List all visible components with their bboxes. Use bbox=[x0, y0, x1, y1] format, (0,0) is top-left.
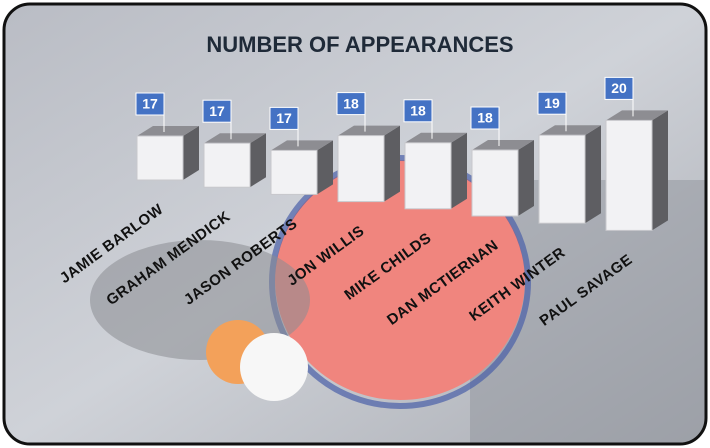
bar-side bbox=[451, 133, 467, 209]
value-label: 20 bbox=[611, 80, 627, 96]
bar bbox=[271, 150, 317, 194]
value-label: 17 bbox=[142, 96, 158, 112]
page: {"chart_data": {"type": "bar3d", "title"… bbox=[0, 0, 710, 448]
bar bbox=[539, 135, 585, 223]
value-label: 19 bbox=[544, 95, 560, 111]
value-label: 18 bbox=[410, 103, 426, 119]
bar-side bbox=[518, 140, 534, 216]
bar-side bbox=[652, 110, 668, 230]
bar bbox=[606, 120, 652, 230]
bar-side bbox=[585, 125, 601, 223]
value-label: 18 bbox=[343, 95, 359, 111]
value-label: 17 bbox=[209, 103, 225, 119]
value-label: 17 bbox=[276, 110, 292, 126]
bar bbox=[472, 150, 518, 216]
bar bbox=[338, 136, 384, 202]
bar bbox=[204, 143, 250, 187]
chart: NUMBER OF APPEARANCES 17JAMIE BARLOW17GR… bbox=[0, 0, 710, 448]
chart-title: NUMBER OF APPEARANCES bbox=[206, 32, 513, 57]
bar bbox=[405, 143, 451, 209]
value-label: 18 bbox=[477, 110, 493, 126]
bar bbox=[137, 136, 183, 180]
bar-side bbox=[384, 126, 400, 202]
